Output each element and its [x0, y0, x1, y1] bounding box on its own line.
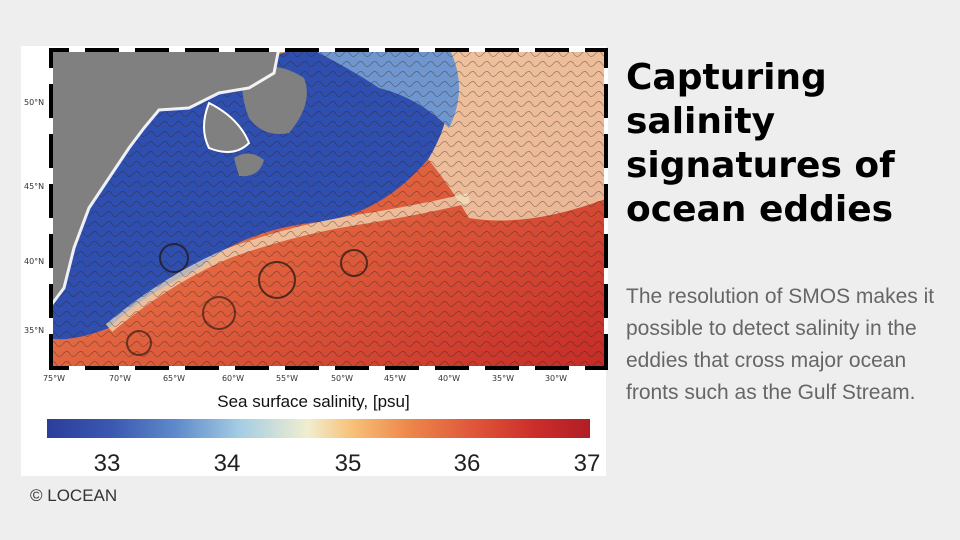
slide-title: Capturing salinity signatures of ocean e… [626, 57, 895, 230]
lon-label-60w: 60°W [221, 374, 245, 383]
colorbar-tick-36: 36 [453, 450, 481, 477]
lon-label-30w: 30°W [544, 374, 568, 383]
lat-label-50n: 50°N [24, 98, 45, 107]
lat-label-45n: 45°N [24, 182, 45, 191]
salinity-colorbar [47, 419, 590, 438]
lat-label-35n: 35°N [24, 326, 45, 335]
lon-label-55w: 55°W [275, 374, 299, 383]
lon-label-45w: 45°W [383, 374, 407, 383]
image-credit: © LOCEAN [30, 486, 118, 505]
salinity-map [49, 48, 608, 370]
salinity-map-figure: 50°N 45°N 40°N 35°N 75°W 70°W 65°W 60°W … [21, 46, 608, 477]
salinity-map-graphic [49, 48, 608, 370]
lon-label-75w: 75°W [42, 374, 66, 383]
lat-label-40n: 40°N [24, 257, 45, 266]
colorbar-tick-35: 35 [334, 450, 362, 477]
slide-body-text: The resolution of SMOS makes it possible… [626, 285, 935, 404]
lon-label-50w: 50°W [330, 374, 354, 383]
lon-label-35w: 35°W [491, 374, 515, 383]
lon-label-65w: 65°W [162, 374, 186, 383]
lon-label-40w: 40°W [437, 374, 461, 383]
colorbar-tick-37: 37 [573, 450, 601, 477]
colorbar-tick-34: 34 [213, 450, 241, 477]
colorbar-tick-33: 33 [93, 450, 121, 477]
lon-label-70w: 70°W [108, 374, 132, 383]
colorbar-title: Sea surface salinity, [psu] [217, 392, 410, 411]
